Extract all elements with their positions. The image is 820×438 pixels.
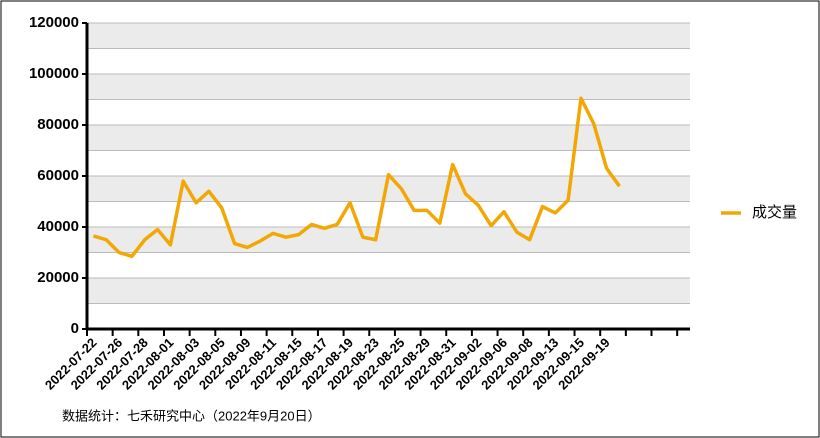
- y-tick-label: 0: [71, 320, 79, 337]
- grid-band: [87, 125, 690, 151]
- grid-band: [87, 23, 690, 49]
- y-tick-label: 20000: [37, 269, 79, 286]
- source-note: 数据统计：七禾研究中心（2022年9月20日）: [62, 408, 321, 423]
- y-tick-label: 80000: [37, 116, 79, 133]
- grid-band: [87, 227, 690, 253]
- legend-label: 成交量: [752, 203, 797, 221]
- y-tick-label: 60000: [37, 167, 79, 184]
- grid-band: [87, 278, 690, 304]
- y-tick-label: 120000: [29, 14, 79, 31]
- y-tick-label: 40000: [37, 218, 79, 235]
- grid-band: [87, 74, 690, 100]
- line-series: [92, 96, 621, 259]
- y-tick-label: 100000: [29, 65, 79, 82]
